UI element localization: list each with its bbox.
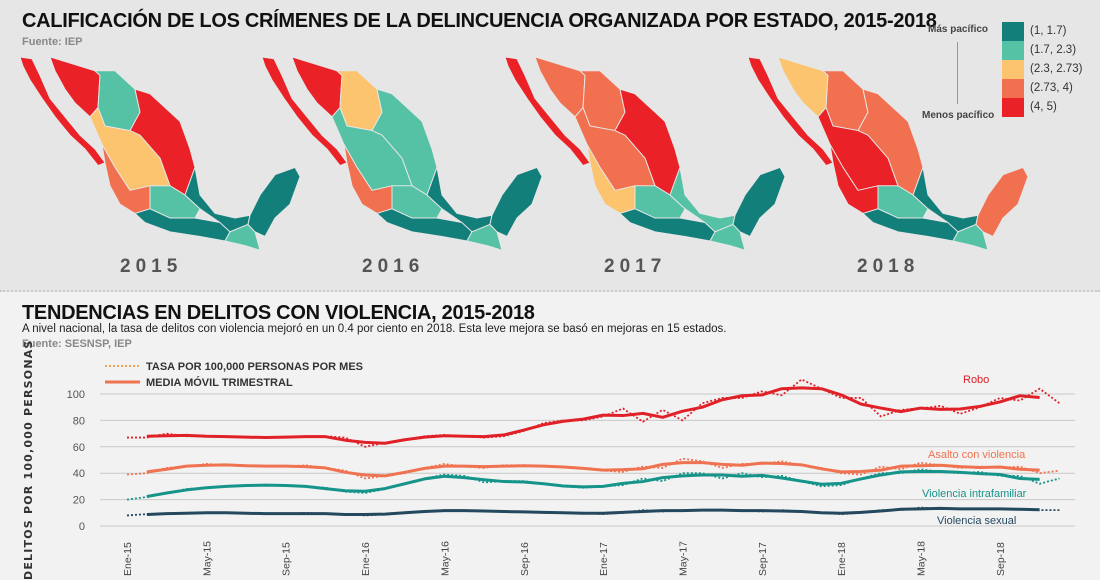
series-label: Asalto con violencia (928, 449, 1026, 461)
arrow-updown-icon (957, 42, 958, 104)
map-region-baja (747, 56, 834, 167)
x-tick-label: Sep-18 (995, 542, 1007, 576)
series-label: Violencia sexual (937, 515, 1016, 527)
maps-svg (19, 56, 1029, 251)
map-region-baja (19, 56, 106, 167)
map-region-yucatan (247, 166, 301, 238)
map-region-yucatan (489, 166, 543, 238)
year-label-2015: 2015 (120, 256, 183, 277)
x-tick-label: Sep-17 (757, 542, 769, 576)
y-axis-label: DELITOS POR 100,000 PERSONAS (22, 339, 35, 580)
legend-swatch (1002, 41, 1024, 60)
x-tick-label: Ene-16 (360, 542, 372, 576)
map-2017 (504, 56, 786, 251)
legend-swatch (1002, 98, 1024, 117)
map-2015 (19, 56, 301, 251)
maps-title: CALIFICACIÓN DE LOS CRÍMENES DE LA DELIN… (22, 10, 937, 32)
legend-label: (2.3, 2.73) (1030, 63, 1083, 75)
legend-label: (1, 1.7) (1030, 25, 1067, 37)
maps-source: Fuente: IEP (22, 36, 83, 48)
trends-subtitle: A nivel nacional, la tasa de delitos con… (22, 323, 727, 335)
series-label: Violencia intrafamiliar (922, 488, 1027, 500)
legend-swatch (1002, 60, 1024, 79)
series-moving-average-3 (146, 506, 1040, 517)
series-moving-average-1 (146, 461, 1040, 478)
y-tick-label: 80 (73, 415, 85, 427)
legend-label: (2.73, 4) (1030, 82, 1073, 94)
x-tick-label: Sep-15 (281, 542, 293, 576)
x-tick-label: May-17 (678, 541, 690, 576)
map-2016 (261, 56, 543, 251)
series-moving-average-0 (146, 386, 1040, 445)
year-label-2016: 2016 (362, 256, 425, 277)
map-2018 (747, 56, 1029, 251)
year-label-2017: 2017 (604, 256, 667, 277)
legend-top-label: Más pacífico (928, 24, 989, 35)
series-moving-average-2 (146, 469, 1040, 498)
y-tick-label: 20 (73, 495, 85, 507)
legend-label: TASA POR 100,000 PERSONAS POR MES (146, 361, 363, 373)
x-tick-label: Ene-17 (598, 542, 610, 576)
map-region-baja (261, 56, 348, 167)
x-tick-label: Ene-18 (836, 542, 848, 576)
map-region-yucatan (975, 166, 1029, 238)
x-tick-label: Ene-15 (122, 542, 134, 576)
legend-label: (4, 5) (1030, 101, 1057, 113)
legend-swatch (1002, 22, 1024, 41)
x-tick-label: May-16 (439, 541, 451, 576)
x-tick-label: May-15 (201, 541, 213, 576)
x-tick-label: Sep-16 (519, 542, 531, 576)
legend-bottom-label: Menos pacífico (922, 110, 995, 121)
legend-swatch (1002, 79, 1024, 98)
series-label: Robo (963, 374, 989, 386)
legend-label: (1.7, 2.3) (1030, 44, 1077, 56)
year-label-2018: 2018 (857, 256, 920, 277)
legend-label: MEDIA MÓVIL TRIMESTRAL (146, 376, 293, 389)
map-region-yucatan (732, 166, 786, 238)
trends-source: Fuente: SESNSP, IEP (22, 338, 132, 350)
y-tick-label: 0 (79, 521, 85, 533)
y-tick-label: 100 (67, 389, 85, 401)
map-region-baja (504, 56, 591, 167)
x-tick-label: May-18 (916, 541, 928, 576)
trends-title: TENDENCIAS EN DELITOS CON VIOLENCIA, 201… (22, 302, 535, 324)
y-tick-label: 40 (73, 468, 85, 480)
y-tick-label: 60 (73, 442, 85, 454)
